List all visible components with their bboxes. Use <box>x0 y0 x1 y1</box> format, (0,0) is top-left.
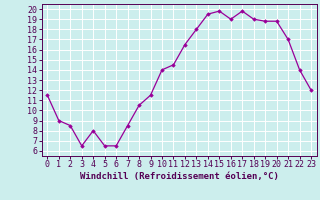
X-axis label: Windchill (Refroidissement éolien,°C): Windchill (Refroidissement éolien,°C) <box>80 172 279 181</box>
